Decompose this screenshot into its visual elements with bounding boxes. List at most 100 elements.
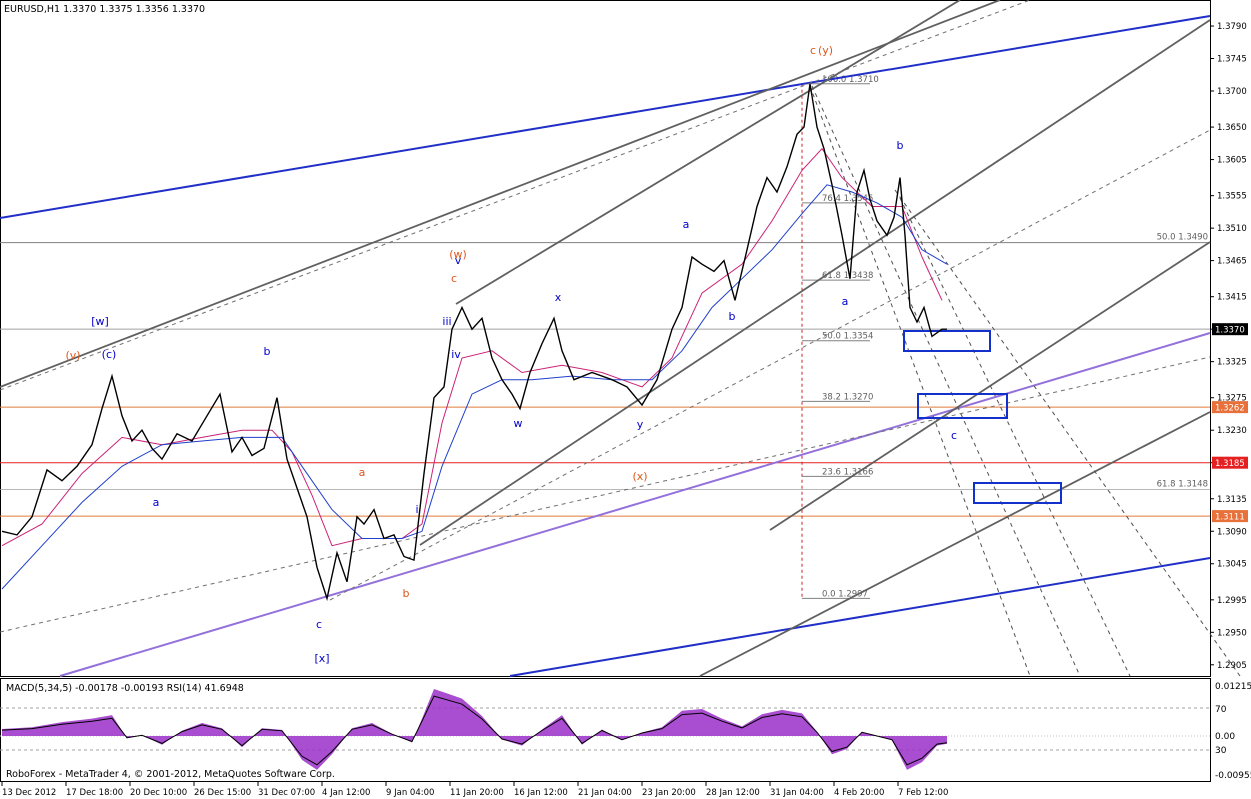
fibonacci-level-label: 23.6 1.3166 — [822, 467, 873, 477]
price-tag-background — [1212, 401, 1248, 414]
price-axis-tick-label: 1.3745 — [1217, 55, 1247, 65]
time-axis-tick-label: 9 Jan 04:00 — [386, 788, 434, 798]
price-tag-background — [1212, 456, 1248, 469]
price-axis-tick-label: 1.3605 — [1217, 156, 1247, 166]
time-axis-tick-label: 11 Jan 20:00 — [450, 788, 504, 798]
wave-label: i — [415, 503, 418, 516]
wave-label: [w] — [91, 315, 109, 328]
horizontal-level-label: 50.0 1.3490 — [1157, 233, 1208, 243]
wave-label: (x) — [632, 470, 647, 483]
price-pane-border — [0, 0, 1211, 677]
price-axis-tick-label: 1.3790 — [1217, 22, 1247, 32]
footer-copyright: RoboForex - MetaTrader 4, © 2001-2012, M… — [6, 769, 335, 780]
wave-label: c — [451, 272, 457, 285]
target-boxes[interactable] — [903, 330, 1062, 504]
wave-label: a — [359, 466, 366, 479]
wave-label: b — [264, 345, 271, 358]
trendline — [699, 411, 1211, 677]
macd-histogram — [2, 689, 947, 770]
trendlines[interactable] — [0, 0, 1241, 677]
trendline — [809, 85, 1031, 677]
price-tag-label: 1.3370 — [1215, 326, 1245, 336]
wave-label: c — [810, 44, 816, 57]
trendline — [0, 15, 1211, 219]
trendline — [419, 19, 1211, 546]
fibonacci-level-label: 100.0 1.3710 — [822, 75, 879, 85]
time-axis-tick-label: 4 Feb 20:00 — [834, 788, 884, 798]
price-tag-background — [1212, 323, 1248, 336]
wave-label: w — [514, 417, 523, 430]
price-series — [1, 83, 947, 602]
wave-label: a — [683, 218, 690, 231]
price-pane[interactable]: 50.0 1.3490 100.0 1.3710 76.4 1.3545 61.8 … — [0, 0, 1241, 677]
target-box — [917, 393, 1008, 419]
time-axis-tick-label: 16 Jan 12:00 — [514, 788, 568, 798]
moving-average-fast — [1, 147, 943, 547]
indicator-tick: 30 — [1215, 746, 1227, 756]
wave-label: c — [316, 618, 322, 631]
fibonacci-level-label: 0.0 1.2997 — [822, 589, 868, 599]
wave-label: a — [153, 496, 160, 509]
wave-label: [x] — [314, 652, 329, 665]
wave-label: y — [637, 418, 644, 431]
indicator-tick: 70 — [1215, 705, 1227, 715]
indicator-tick: 0.00 — [1215, 732, 1235, 742]
target-box — [973, 482, 1062, 504]
fibonacci-level-label: 76.4 1.3545 — [822, 194, 873, 204]
time-axis-tick-label: 31 Dec 07:00 — [258, 788, 315, 798]
wave-label: x — [555, 291, 562, 304]
time-axis-tick-label: 21 Jan 04:00 — [578, 788, 632, 798]
indicator-pane-border — [0, 678, 1211, 782]
trendline — [894, 189, 1241, 677]
wave-label: a — [842, 295, 849, 308]
time-axis[interactable]: 13 Dec 2012 17 Dec 18:00 20 Dec 10:00 26 De… — [1, 782, 948, 798]
trendline — [509, 557, 1211, 677]
trendline — [899, 197, 1131, 677]
price-axis-tick-label: 1.3415 — [1217, 293, 1247, 303]
fibonacci-retracement[interactable]: 100.0 1.3710 76.4 1.3545 61.8 1.3438 50.0 1… — [0, 75, 1210, 600]
price-axis-tick-label: 1.3510 — [1217, 224, 1247, 234]
time-axis-tick-label: 20 Dec 10:00 — [130, 788, 187, 798]
time-axis-tick-label: 31 Jan 04:00 — [770, 788, 824, 798]
time-axis-tick-label: 7 Feb 12:00 — [898, 788, 948, 798]
wave-label: (y) — [818, 44, 833, 57]
time-axis-tick-label: 17 Dec 18:00 — [66, 788, 123, 798]
time-axis-tick-label: 28 Jan 12:00 — [706, 788, 760, 798]
trendline — [329, 129, 1211, 601]
wave-label: (c) — [102, 348, 117, 361]
fibonacci-level-label: 61.8 1.3438 — [822, 271, 873, 281]
indicator-tick: -0.00955 — [1215, 771, 1251, 781]
price-tag-background — [1212, 510, 1248, 523]
fibonacci-level-label: 50.0 1.3354 — [822, 332, 873, 342]
indicator-header: MACD(5,34,5) -0.00178 -0.00193 RSI(14) 4… — [6, 683, 244, 694]
price-tag-label: 1.3185 — [1215, 459, 1245, 469]
wave-label: iii — [442, 315, 451, 328]
indicator-tick: 0.01215 — [1215, 682, 1251, 692]
wave-label: c — [951, 429, 957, 442]
trendline — [0, 356, 1211, 633]
price-axis-tick-label: 1.2950 — [1217, 628, 1247, 638]
price-axis-tick-label: 1.3230 — [1217, 426, 1247, 436]
fibonacci-level-label: 61.8 1.3148 — [1157, 479, 1208, 489]
wave-label: b — [729, 310, 736, 323]
price-axis-tick-label: 1.3275 — [1217, 394, 1247, 404]
wave-label: v — [455, 254, 462, 267]
fibonacci-level-label: 38.2 1.3270 — [822, 392, 873, 402]
price-axis-tick-label: 1.3135 — [1217, 495, 1247, 505]
price-axis-tick-label: 1.3465 — [1217, 257, 1247, 267]
wave-label: iv — [451, 348, 461, 361]
time-axis-tick-label: 4 Jan 12:00 — [322, 788, 370, 798]
chart-header: EURUSD,H1 1.3370 1.3375 1.3356 1.3370 — [4, 4, 205, 15]
time-axis-tick-label: 13 Dec 2012 — [2, 788, 56, 798]
price-axis-tick-label: 1.3045 — [1217, 560, 1247, 570]
price-axis[interactable]: 1.3790 1.3745 1.3700 1.3650 1.3605 1.3555 1.35… — [1210, 22, 1248, 671]
wave-label: b — [403, 587, 410, 600]
wave-label: (w) — [449, 248, 467, 261]
wave-label: (v) — [65, 349, 80, 362]
price-axis-tick-label: 1.2905 — [1217, 661, 1247, 671]
price-axis-tick-label: 1.3090 — [1217, 527, 1247, 537]
indicator-pane[interactable]: MACD(5,34,5) -0.00178 -0.00193 RSI(14) 4… — [0, 678, 1251, 782]
